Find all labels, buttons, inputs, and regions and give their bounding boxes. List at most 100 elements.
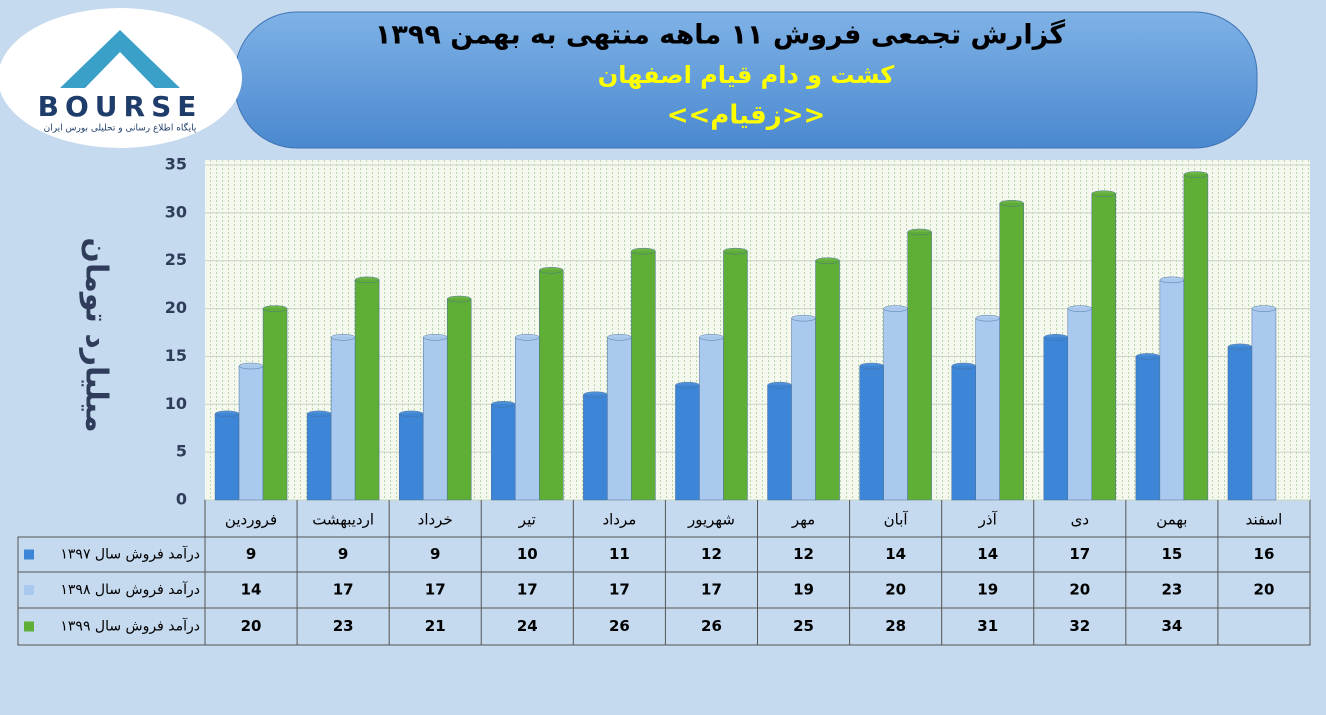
- bar: [422, 337, 448, 501]
- x-tick-label: آبان: [884, 511, 909, 529]
- bar: [675, 384, 700, 501]
- legend-label: درآمد فروش سال ۱۳۹۹: [60, 618, 200, 635]
- y-tick-label: 10: [165, 394, 187, 413]
- bar-cap: [306, 410, 332, 418]
- table-value: 12: [701, 545, 722, 563]
- bar-cap: [607, 334, 632, 341]
- bar: [1183, 174, 1209, 501]
- bar: [398, 413, 424, 501]
- bar-cap: [398, 410, 424, 418]
- table-value: 14: [977, 545, 998, 563]
- bar: [539, 270, 564, 501]
- bar-cap: [446, 295, 472, 303]
- x-tick-label: خرداد: [418, 511, 453, 529]
- y-tick-label: 30: [165, 202, 187, 221]
- y-tick-label: 25: [165, 250, 187, 269]
- bar-cap: [699, 334, 724, 341]
- bar-cap: [815, 257, 840, 264]
- bar-cap: [1067, 305, 1093, 312]
- table-value: 26: [701, 617, 722, 635]
- bar: [767, 384, 792, 501]
- bar-cap: [1091, 190, 1117, 197]
- y-tick-label: 35: [165, 155, 187, 174]
- y-tick-label: 0: [176, 490, 187, 509]
- bar-cap: [1251, 305, 1277, 312]
- table-value: 34: [1161, 617, 1182, 635]
- bar-cap: [907, 228, 932, 236]
- table-value: 9: [246, 545, 256, 563]
- table-value: 15: [1161, 545, 1182, 563]
- table-value: 14: [241, 581, 262, 599]
- bar: [1135, 356, 1161, 501]
- x-tick-label: تیر: [518, 511, 536, 529]
- bar: [907, 231, 932, 501]
- bar-cap: [1135, 353, 1161, 360]
- table-value: 28: [885, 617, 906, 635]
- table-value: 14: [885, 545, 906, 563]
- table-value: 11: [609, 545, 630, 563]
- table-value: 24: [517, 617, 538, 635]
- legend-swatch: [24, 585, 34, 595]
- table-frame: [17, 536, 1311, 646]
- bar: [354, 279, 380, 501]
- bar-cap: [330, 334, 356, 341]
- bar-cap: [767, 381, 792, 389]
- legend-swatch: [24, 549, 34, 560]
- table-value: 19: [793, 581, 814, 599]
- table-value: 20: [241, 617, 262, 635]
- table-value: 26: [609, 617, 630, 635]
- bar: [859, 365, 884, 501]
- table-value: 17: [425, 581, 446, 599]
- table-value: 20: [885, 581, 906, 599]
- bar-cap: [1183, 171, 1209, 178]
- x-tick-label: فروردین: [225, 511, 277, 529]
- bar-cap: [354, 276, 380, 284]
- y-tick-label: 20: [165, 298, 187, 317]
- bar-cap: [262, 305, 288, 312]
- x-tick-label: بهمن: [1156, 511, 1187, 529]
- table-value: 31: [977, 617, 998, 635]
- bar-cap: [238, 362, 264, 370]
- bar: [975, 317, 1000, 501]
- table-value: 17: [517, 581, 538, 599]
- x-tick-label: دی: [1071, 511, 1089, 529]
- table-value: 19: [977, 581, 998, 599]
- bar: [951, 365, 976, 501]
- legend-label: درآمد فروش سال ۱۳۹۷: [60, 546, 200, 563]
- bar-cap: [631, 247, 656, 255]
- bar: [306, 413, 332, 501]
- table-value: 20: [1254, 581, 1275, 599]
- bar-cap: [583, 391, 608, 398]
- table-value: 20: [1069, 581, 1090, 599]
- table-value: 23: [1161, 581, 1182, 599]
- x-tick-label: مرداد: [602, 511, 636, 529]
- bar: [883, 308, 908, 501]
- chart-subtitle: کشت و دام قیام اصفهان: [598, 61, 894, 89]
- bar-cap: [723, 247, 748, 255]
- bar: [583, 394, 608, 501]
- company-symbol: <<زقیام>>: [667, 101, 826, 131]
- table-value: 10: [517, 545, 538, 563]
- table-value: 17: [1069, 545, 1090, 563]
- table-value: 21: [425, 617, 446, 635]
- bar-cap: [791, 314, 816, 322]
- bar-cap: [422, 334, 448, 341]
- bar: [515, 337, 540, 501]
- bar: [1043, 337, 1069, 501]
- bar: [1159, 279, 1185, 501]
- bar-cap: [975, 314, 1000, 322]
- table-value: 17: [701, 581, 722, 599]
- table-value: 17: [333, 581, 354, 599]
- bar-cap: [1227, 343, 1253, 351]
- bar: [631, 250, 656, 501]
- bar-cap: [675, 381, 700, 389]
- bar: [699, 337, 724, 501]
- bar: [815, 260, 840, 501]
- bar: [999, 203, 1024, 501]
- bar-cap: [883, 305, 908, 312]
- bar-cap: [1159, 276, 1185, 284]
- table-value: 9: [430, 545, 440, 563]
- x-tick-label: اسفند: [1246, 511, 1283, 529]
- bar: [1091, 193, 1117, 501]
